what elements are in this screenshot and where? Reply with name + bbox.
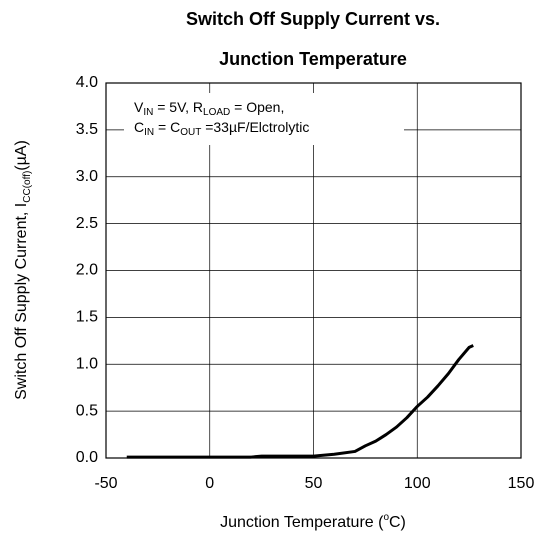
y-tick-label: 3.5 [76, 121, 98, 138]
y-label-part: (µA) [13, 140, 30, 171]
chart-title: Switch Off Supply Current vs. [186, 9, 440, 29]
x-label-part: Junction Temperature ( [220, 514, 384, 531]
data-line [126, 344, 474, 459]
annotation: CIN = COUT =33µF/Elctrolytic [134, 119, 309, 138]
annotation-part: IN [144, 127, 154, 138]
x-label-part: o [383, 512, 389, 523]
annotation-box [124, 93, 404, 145]
annotation-part: = Open, [230, 99, 284, 115]
x-tick-label: 0 [205, 475, 214, 492]
y-tick-label: 2.5 [76, 215, 98, 232]
x-tick-label: -50 [94, 475, 117, 492]
annotation: VIN = 5V, RLOAD = Open, [134, 99, 284, 118]
annotation-part: LOAD [203, 107, 230, 118]
y-tick-label: 3.0 [76, 168, 98, 185]
y-tick-label: 0.0 [76, 449, 98, 466]
x-label-part: C) [389, 514, 406, 531]
x-axis-label: Junction Temperature (oC) [220, 512, 406, 532]
y-label-part: Switch Off Supply Current, I [13, 203, 30, 400]
annotation-part: IN [143, 107, 153, 118]
x-tick-label: 150 [508, 475, 535, 492]
annotation-part: = 5V, R [153, 99, 203, 115]
x-tick-label: 50 [305, 475, 323, 492]
plot-frame [105, 82, 522, 459]
y-tick-label: 2.0 [76, 262, 98, 279]
annotation-part: V [134, 99, 144, 115]
y-tick-label: 1.5 [76, 309, 98, 326]
y-tick-label: 4.0 [76, 74, 98, 91]
y-label-part: CC(off) [22, 171, 33, 203]
x-tick-label: 100 [404, 475, 431, 492]
annotation-part: OUT [180, 127, 201, 138]
annotation-part: C [134, 119, 144, 135]
y-axis-label: Switch Off Supply Current, ICC(off)(µA) [13, 140, 32, 400]
chart-title: Junction Temperature [219, 49, 407, 69]
y-tick-label: 1.0 [76, 355, 98, 372]
annotation-part: =33µF/Elctrolytic [201, 119, 309, 135]
annotation-part: = C [154, 119, 180, 135]
y-tick-label: 0.5 [76, 402, 98, 419]
